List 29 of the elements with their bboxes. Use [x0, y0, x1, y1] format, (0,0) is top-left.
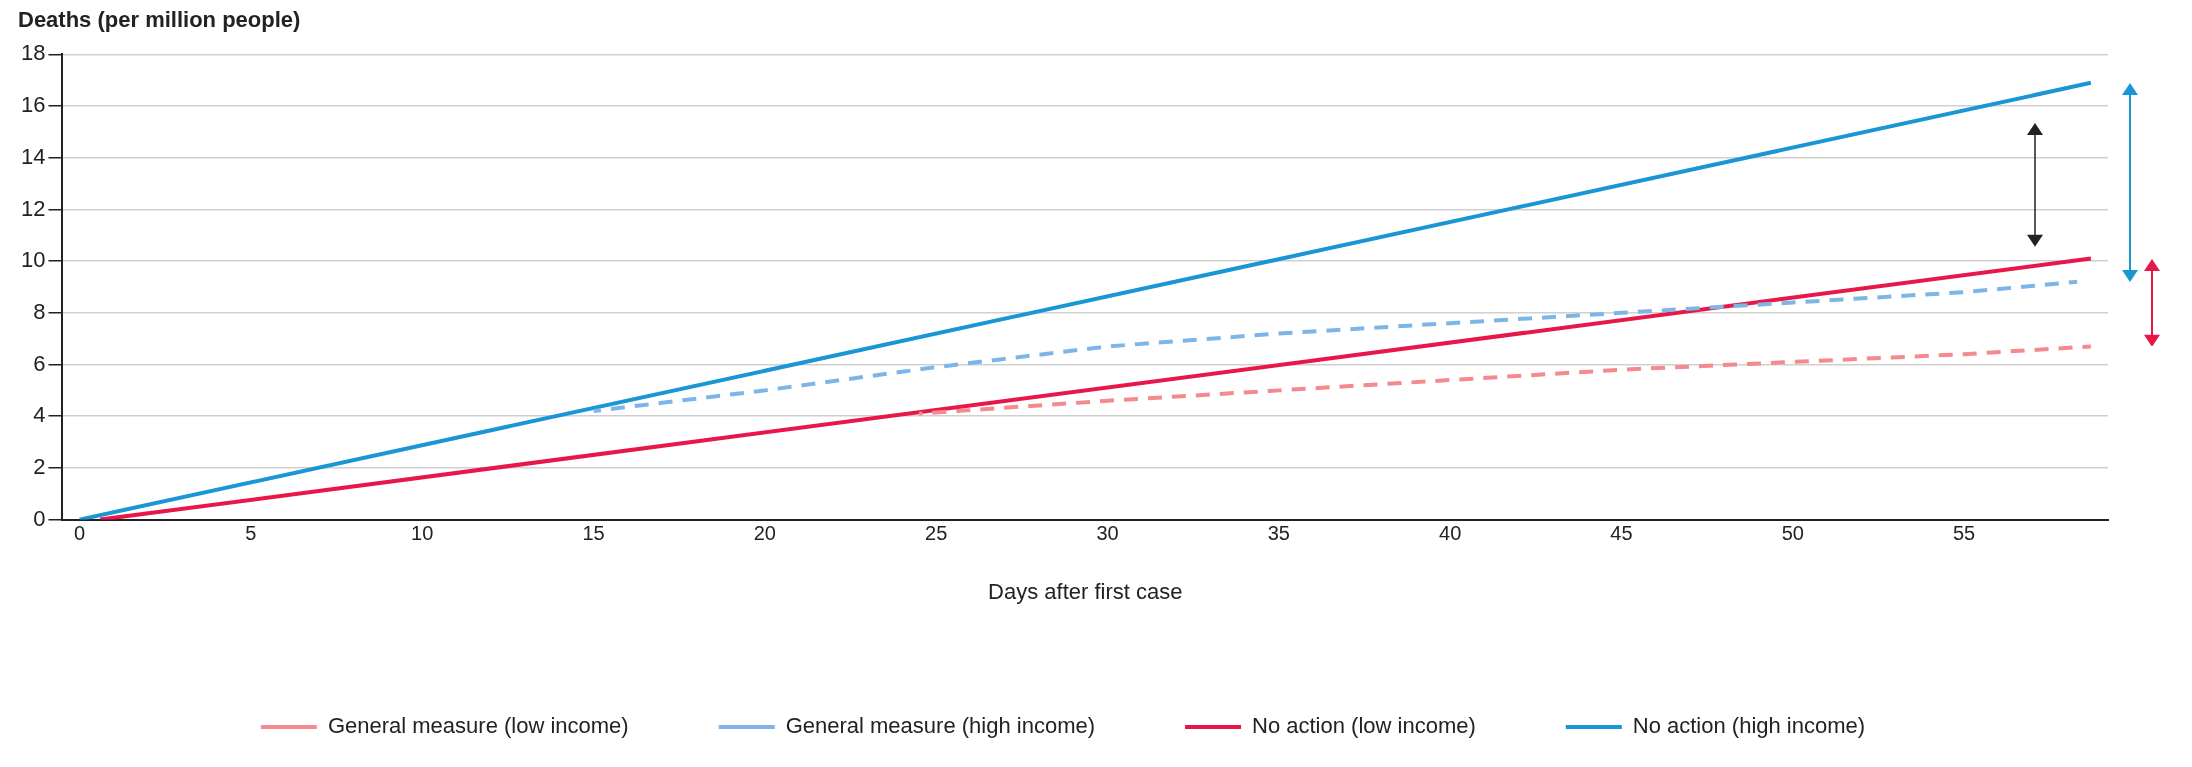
x-tick-label: 5	[245, 522, 257, 545]
x-tick-label: 35	[1267, 522, 1290, 545]
legend-label: No action (low income)	[1252, 713, 1476, 739]
x-axis-title: Days after first case	[988, 578, 1183, 604]
x-tick-label: 10	[411, 522, 434, 545]
y-tick-label: 16	[20, 92, 46, 118]
y-tick-label: 18	[20, 40, 46, 66]
legend-label: General measure (low income)	[327, 713, 629, 739]
y-tick-label: 12	[20, 195, 46, 221]
y-tick-label: 6	[33, 350, 46, 376]
x-tick-label: 15	[582, 522, 605, 545]
legend-label: No action (high income)	[1632, 713, 1866, 739]
x-tick-label: 30	[1096, 522, 1119, 545]
y-tick-label: 8	[33, 298, 46, 324]
line-series	[591, 279, 2080, 414]
legend-label: General measure (high income)	[785, 713, 1096, 739]
y-axis-title: Deaths (per million people)	[18, 7, 301, 33]
line-series	[917, 344, 2093, 416]
x-tick-label: 25	[925, 522, 948, 545]
y-tick-label: 4	[33, 402, 46, 428]
x-tick-label: 40	[1439, 522, 1462, 545]
y-tick-label: 14	[20, 143, 46, 169]
x-tick-label: 55	[1952, 522, 1976, 545]
x-tick-label: 45	[1610, 522, 1633, 545]
x-tick-label: 0	[74, 522, 86, 545]
x-tick-label: 20	[753, 522, 776, 545]
y-tick-label: 2	[33, 453, 46, 479]
y-tick-label: 10	[20, 247, 46, 273]
x-tick-label: 50	[1781, 522, 1804, 545]
